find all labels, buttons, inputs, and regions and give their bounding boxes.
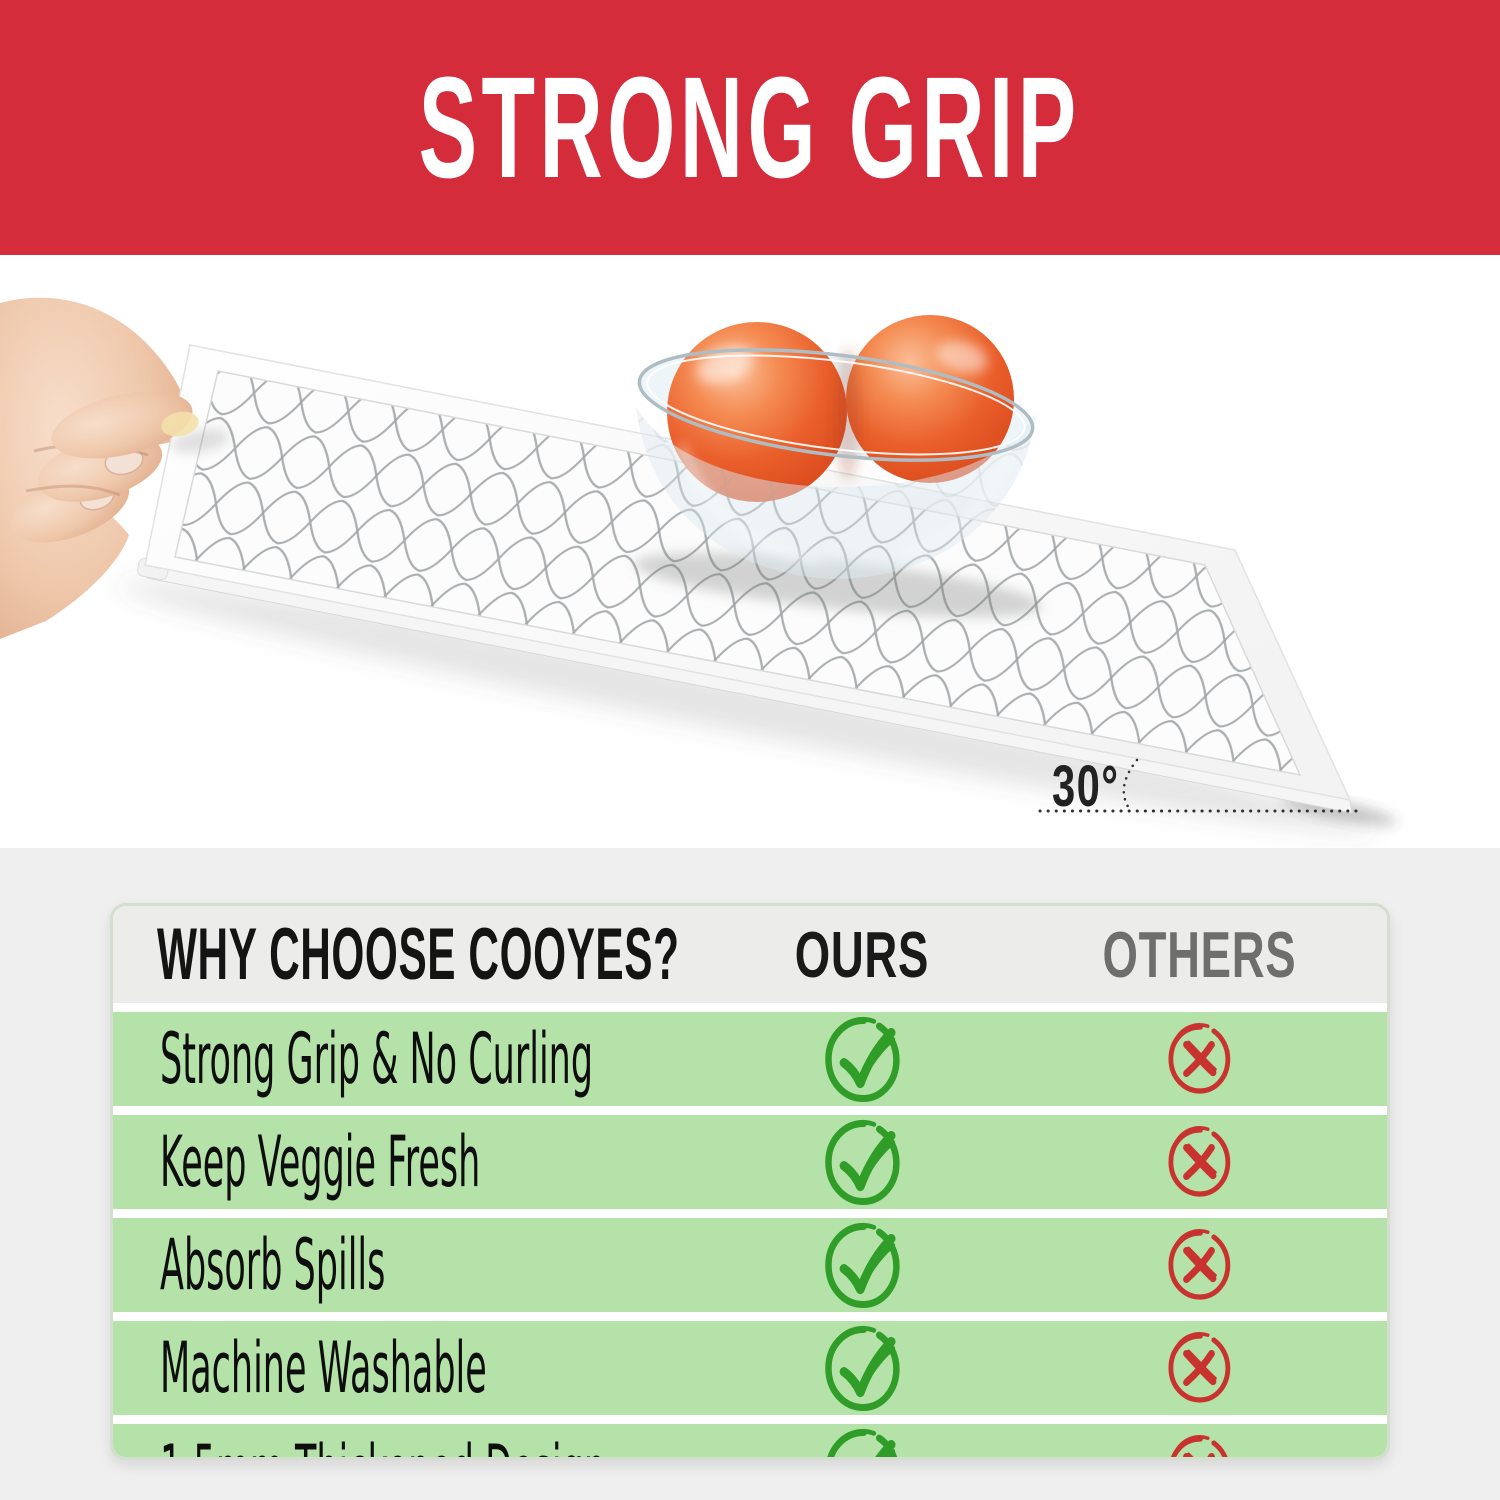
photo-scene: 30°	[0, 297, 1397, 832]
thumb	[51, 391, 193, 459]
check-icon	[819, 1424, 905, 1460]
others-header: OTHERS	[1102, 918, 1296, 991]
product-photo: 30°	[0, 255, 1500, 848]
table-row: 1.5mm Thickened Design	[113, 1424, 1387, 1460]
mat-shadow	[118, 582, 1376, 832]
table-row: Keep Veggie Fresh	[113, 1115, 1387, 1209]
check-icon	[819, 1012, 905, 1106]
glass-streak	[679, 444, 823, 564]
feature-label: Keep Veggie Fresh	[160, 1121, 481, 1203]
table-header-row: WHY CHOOSE COOYES? OURS OTHERS	[113, 906, 1387, 1003]
angle-annotation: 30°	[1038, 753, 1364, 819]
thumb-over-mat	[51, 391, 230, 459]
comparison-table: WHY CHOOSE COOYES? OURS OTHERS Strong Gr…	[110, 903, 1390, 1460]
comparison-section: WHY CHOOSE COOYES? OURS OTHERS Strong Gr…	[0, 848, 1500, 1500]
check-icon	[819, 1321, 905, 1415]
finger-crease	[25, 484, 121, 497]
glass-bowl-group	[634, 315, 1042, 618]
tomato-right-highlight	[936, 341, 988, 373]
cross-icon	[1162, 1328, 1236, 1408]
feature-label: Machine Washable	[160, 1327, 487, 1409]
thumb-tip-press	[161, 411, 199, 437]
others-header-cell: OTHERS	[971, 922, 1387, 987]
cross-icon	[1162, 1225, 1236, 1305]
question-header-cell: WHY CHOOSE COOYES?	[113, 918, 753, 991]
cross-icon	[1162, 1122, 1236, 1202]
feature-label: Absorb Spills	[160, 1224, 386, 1306]
bowl-rim	[637, 348, 1035, 462]
ours-header-cell: OURS	[753, 922, 971, 987]
ours-header: OURS	[794, 918, 930, 991]
table-row: Absorb Spills	[113, 1218, 1387, 1312]
banner-title: STRONG GRIP	[419, 46, 1081, 208]
angle-label: 30°	[1052, 753, 1119, 818]
cross-icon	[1162, 1019, 1236, 1099]
banner: STRONG GRIP	[0, 0, 1500, 255]
question-header: WHY CHOOSE COOYES?	[157, 914, 680, 995]
cross-icon	[1162, 1431, 1236, 1460]
table-row: Machine Washable	[113, 1321, 1387, 1415]
check-icon	[819, 1218, 905, 1312]
bowl-shadow	[634, 552, 1042, 618]
tomato-contact-shade	[835, 349, 861, 481]
feature-label: Strong Grip & No Curling	[160, 1018, 594, 1100]
table-row: Strong Grip & No Curling	[113, 1012, 1387, 1106]
bowl-front-pattern-refraction	[636, 407, 1036, 579]
bowl-rim-inner	[646, 354, 1026, 456]
glass-streak	[902, 444, 1011, 556]
feature-label: 1.5mm Thickened Design	[160, 1436, 606, 1457]
check-icon	[819, 1115, 905, 1209]
